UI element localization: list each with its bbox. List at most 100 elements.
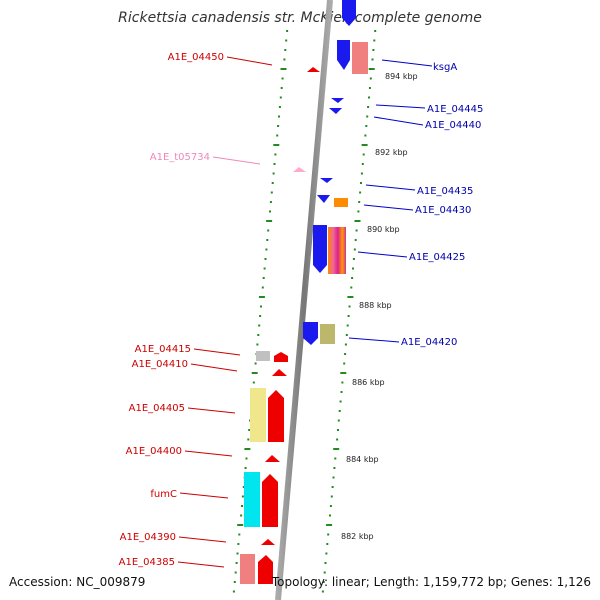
gene-A1E-04410-arrow[interactable] — [272, 369, 287, 376]
left-tick-mark — [277, 125, 280, 127]
label-A1E-04405[interactable]: A1E_04405 — [129, 403, 185, 414]
left-tick-mark — [242, 486, 245, 488]
left-tick-mark — [240, 514, 243, 517]
left-tick-mark — [265, 248, 268, 251]
gene-A1E-04425-block[interactable] — [328, 227, 346, 274]
trna-leader-line — [212, 156, 261, 165]
left-tick-mark — [234, 571, 237, 574]
gene-A1E-04390-arrow[interactable] — [261, 539, 275, 545]
right-tick-mark — [332, 476, 335, 479]
gene-A1E-04405-block[interactable] — [250, 388, 266, 442]
right-tick-mark — [333, 448, 340, 450]
right-tick-mark — [345, 334, 348, 336]
left-tick-mark — [241, 495, 244, 498]
right-tick-mark — [355, 229, 358, 232]
left-tick-mark — [251, 372, 258, 374]
left-tick-mark — [280, 87, 283, 89]
right-leader-lines — [348, 59, 433, 343]
left-tick-mark — [272, 172, 275, 175]
left-tick-mark — [271, 182, 274, 184]
gene-A1E-04425-arrow[interactable] — [313, 225, 327, 273]
label-A1E-04420[interactable]: A1E_04420 — [401, 337, 457, 348]
right-tick-mark — [321, 590, 324, 593]
right-tick-mark — [360, 172, 363, 175]
left-tick-mark — [261, 286, 264, 289]
left-tick-mark — [281, 77, 284, 80]
gene-fumC-block[interactable] — [244, 472, 260, 527]
gene-A1E-04430-arrow[interactable] — [317, 195, 330, 203]
tick-label-892: 892 kbp — [375, 148, 408, 157]
right-tick-mark — [343, 362, 346, 365]
right-tick-mark — [361, 163, 364, 165]
gene-A1E-04440-arrow[interactable] — [329, 108, 342, 114]
left-tick-mark — [278, 106, 281, 108]
gene-A1E-04450-arrow[interactable] — [307, 67, 320, 72]
left-tick-mark — [285, 39, 288, 42]
left-tick-mark — [237, 543, 240, 545]
right-tick-mark — [353, 248, 356, 251]
right-tick-mark — [354, 220, 361, 222]
right-tick-mark — [365, 125, 368, 127]
left-tick-mark — [266, 239, 269, 241]
label-A1E-04385[interactable]: A1E_04385 — [119, 557, 175, 568]
left-tick-mark — [258, 324, 261, 327]
right-tick-mark — [337, 419, 340, 422]
right-tick-mark — [354, 239, 357, 241]
right-tick-mark — [347, 296, 354, 298]
gene-block-pink — [352, 42, 368, 74]
right-tick-mark — [371, 58, 374, 61]
label-A1E-04435[interactable]: A1E_04435 — [417, 186, 473, 197]
gene-A1E-04420-block[interactable] — [320, 324, 335, 344]
right-tick-mark — [351, 277, 354, 279]
gene-A1E-04415-block[interactable] — [256, 351, 270, 361]
trna-A1E-t05734-arrow[interactable] — [293, 167, 306, 172]
left-tick-mark — [233, 581, 236, 583]
tick-label-894: 894 kbp — [385, 72, 418, 81]
label-A1E-04450[interactable]: A1E_04450 — [168, 52, 224, 63]
label-A1E-04410[interactable]: A1E_04410 — [132, 359, 188, 370]
left-tick-mark — [252, 381, 255, 384]
right-tick-mark — [360, 182, 362, 184]
label-A1E-04440[interactable]: A1E_04440 — [425, 120, 481, 131]
left-tick-mark — [262, 277, 265, 279]
left-tick-mark — [264, 258, 267, 260]
gene-A1E-04415-arrow[interactable] — [274, 352, 288, 362]
gene-edge-arrow[interactable] — [342, 0, 356, 26]
gene-A1E-04445-arrow[interactable] — [331, 98, 344, 103]
right-tick-mark — [338, 410, 341, 412]
gene-ksgA-region[interactable] — [337, 40, 368, 74]
left-tick-mark — [276, 134, 279, 137]
gene-fumC-arrow[interactable] — [262, 474, 278, 527]
gene-A1E-04385-block[interactable] — [240, 554, 255, 584]
label-A1E-04415[interactable]: A1E_04415 — [135, 344, 191, 355]
label-A1E-04430[interactable]: A1E_04430 — [415, 205, 471, 216]
right-tick-mark — [330, 495, 333, 498]
left-tick-mark — [283, 58, 286, 61]
right-tick-mark — [331, 486, 334, 488]
right-tick-mark — [350, 286, 353, 289]
tick-label-888: 888 kbp — [359, 301, 392, 310]
gene-A1E-04400-arrow[interactable] — [265, 455, 280, 462]
left-tick-mark — [241, 505, 243, 507]
gene-A1E-04435-arrow[interactable] — [320, 178, 333, 183]
gene-A1E-04420-arrow[interactable] — [303, 322, 318, 345]
gene-A1E-04385-arrow[interactable] — [258, 555, 273, 584]
gene-A1E-04405-arrow[interactable] — [268, 390, 284, 442]
label-A1E-t05734[interactable]: A1E_t05734 — [150, 152, 210, 163]
right-tick-mark — [336, 438, 339, 441]
left-tick-mark — [278, 115, 280, 118]
left-tick-mark — [257, 334, 260, 336]
left-tick-mark — [273, 163, 276, 165]
topology-text: Topology: linear; Length: 1,159,772 bp; … — [271, 575, 591, 589]
right-tick-mark — [361, 144, 368, 146]
label-ksgA[interactable]: ksgA — [433, 62, 457, 73]
label-A1E-04425[interactable]: A1E_04425 — [409, 252, 465, 263]
label-fumC[interactable]: fumC — [150, 489, 177, 500]
gene-A1E-04430-block[interactable] — [334, 198, 348, 207]
right-tick-mark — [341, 381, 344, 384]
label-A1E-04445[interactable]: A1E_04445 — [427, 104, 483, 115]
label-A1E-04400[interactable]: A1E_04400 — [126, 446, 182, 457]
left-tick-mark — [286, 30, 289, 32]
right-tick-mark — [326, 524, 333, 526]
label-A1E-04390[interactable]: A1E_04390 — [120, 532, 176, 543]
